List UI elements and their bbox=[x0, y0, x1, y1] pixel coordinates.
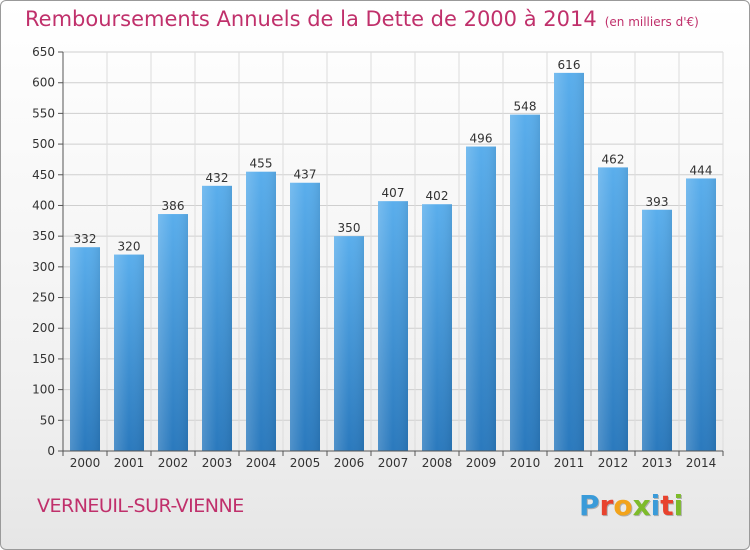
x-tick-label: 2008 bbox=[422, 456, 453, 470]
x-tick-label: 2001 bbox=[114, 456, 145, 470]
x-tick-label: 2007 bbox=[378, 456, 409, 470]
data-label: 350 bbox=[338, 221, 361, 235]
x-tick-label: 2013 bbox=[642, 456, 673, 470]
data-label: 393 bbox=[646, 195, 669, 209]
x-tick-label: 2010 bbox=[510, 456, 541, 470]
x-tick-label: 2000 bbox=[70, 456, 101, 470]
data-label: 444 bbox=[690, 163, 713, 177]
y-tick-label: 600 bbox=[32, 76, 55, 90]
chart-title: Remboursements Annuels de la Dette de 20… bbox=[25, 7, 699, 31]
logo-letter: t bbox=[660, 489, 674, 522]
logo-letter: o bbox=[613, 489, 633, 522]
x-tick-label: 2012 bbox=[598, 456, 629, 470]
y-tick-label: 200 bbox=[32, 321, 55, 335]
data-label: 320 bbox=[118, 240, 141, 254]
logo-letter: r bbox=[599, 489, 614, 522]
bar-chart: 3322000320200138620024322003455200443720… bbox=[32, 45, 724, 470]
x-tick-label: 2006 bbox=[334, 456, 365, 470]
y-tick-label: 350 bbox=[32, 229, 55, 243]
x-tick-label: 2003 bbox=[202, 456, 233, 470]
data-label: 332 bbox=[74, 232, 97, 246]
y-tick-label: 400 bbox=[32, 198, 55, 212]
bar-shading bbox=[686, 178, 716, 451]
bar-shading bbox=[334, 236, 364, 451]
y-tick-label: 100 bbox=[32, 383, 55, 397]
data-label: 455 bbox=[250, 157, 273, 171]
logo-letter: i bbox=[673, 489, 684, 522]
proxiti-logo: Proxiti bbox=[579, 489, 683, 522]
bar-shading bbox=[422, 204, 452, 451]
data-label: 437 bbox=[294, 168, 317, 182]
y-tick-label: 500 bbox=[32, 137, 55, 151]
x-tick-label: 2014 bbox=[686, 456, 717, 470]
x-tick-label: 2005 bbox=[290, 456, 321, 470]
logo-letter: i bbox=[650, 489, 661, 522]
data-label: 407 bbox=[382, 186, 405, 200]
bar-shading bbox=[114, 254, 144, 451]
data-label: 496 bbox=[470, 132, 493, 146]
y-tick-label: 550 bbox=[32, 106, 55, 120]
bar-shading bbox=[642, 209, 672, 451]
x-tick-label: 2009 bbox=[466, 456, 497, 470]
x-tick-label: 2004 bbox=[246, 456, 277, 470]
y-tick-label: 250 bbox=[32, 291, 55, 305]
y-tick-label: 150 bbox=[32, 352, 55, 366]
bar-shading bbox=[554, 72, 584, 452]
chart-title-text: Remboursements Annuels de la Dette de 20… bbox=[25, 7, 597, 31]
bar-shading bbox=[378, 201, 408, 451]
logo-letter: x bbox=[632, 489, 651, 522]
bar-shading bbox=[290, 182, 320, 451]
y-tick-label: 300 bbox=[32, 260, 55, 274]
data-label: 432 bbox=[206, 171, 229, 185]
y-tick-label: 650 bbox=[32, 45, 55, 59]
y-tick-label: 0 bbox=[47, 444, 55, 458]
x-tick-label: 2011 bbox=[554, 456, 585, 470]
bar-shading bbox=[466, 146, 496, 452]
x-tick-label: 2002 bbox=[158, 456, 189, 470]
bar-shading bbox=[510, 114, 540, 451]
y-tick-label: 50 bbox=[40, 413, 55, 427]
bar-shading bbox=[246, 171, 276, 451]
bar-shading bbox=[202, 185, 232, 451]
bar-shading bbox=[598, 167, 628, 451]
data-label: 402 bbox=[426, 189, 449, 203]
bar-shading bbox=[158, 214, 188, 451]
chart-subtitle: (en milliers d'€) bbox=[604, 15, 699, 29]
y-tick-label: 450 bbox=[32, 168, 55, 182]
data-label: 462 bbox=[602, 152, 625, 166]
data-label: 616 bbox=[558, 58, 581, 72]
data-label: 548 bbox=[514, 100, 537, 114]
city-name: VERNEUIL-SUR-VIENNE bbox=[37, 495, 244, 517]
bar-shading bbox=[70, 247, 100, 451]
data-label: 386 bbox=[162, 199, 185, 213]
logo-letter: P bbox=[579, 489, 600, 522]
